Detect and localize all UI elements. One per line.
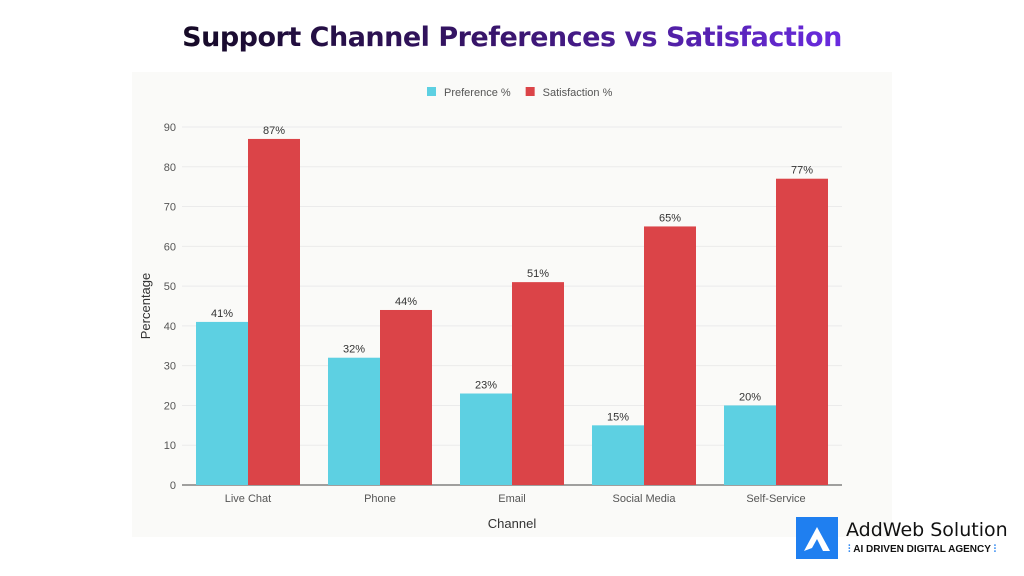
bar-satisfaction [644, 226, 696, 485]
x-axis-title: Channel [488, 516, 537, 531]
bar-satisfaction [380, 309, 432, 485]
y-tick-label: 40 [164, 321, 176, 333]
bar-satisfaction [512, 282, 564, 485]
y-axis-title: Percentage [138, 273, 153, 340]
x-tick-label: Social Media [613, 493, 677, 505]
y-tick-label: 80 [164, 162, 176, 174]
logo-tagline: ⫶ AI DRIVEN DIGITAL AGENCY ⫶ [848, 544, 997, 555]
data-label: 65% [659, 212, 681, 224]
y-tick-label: 90 [164, 122, 176, 134]
data-label: 41% [211, 308, 233, 320]
data-label: 32% [343, 344, 365, 356]
y-tick-label: 30 [164, 361, 176, 373]
y-tick-label: 0 [170, 480, 176, 492]
data-label: 44% [395, 296, 417, 308]
x-tick-label: Live Chat [225, 493, 271, 505]
bar-satisfaction [776, 178, 828, 485]
y-tick-label: 60 [164, 241, 176, 253]
logo-mark-icon [796, 517, 838, 559]
bar-preference [328, 357, 380, 485]
data-label: 15% [607, 411, 629, 423]
legend-swatch [525, 87, 535, 96]
logo-name: AddWeb Solution [846, 519, 1008, 541]
x-tick-label: Email [498, 493, 526, 505]
data-label: 87% [263, 125, 285, 137]
y-tick-label: 50 [164, 281, 176, 293]
x-tick-label: Phone [364, 493, 396, 505]
bar-preference [724, 405, 776, 485]
bar-preference [196, 321, 248, 485]
data-label: 23% [475, 380, 497, 392]
data-label: 77% [791, 165, 813, 177]
y-tick-label: 70 [164, 202, 176, 214]
data-label: 20% [739, 391, 761, 403]
legend-label: Preference % [444, 87, 511, 99]
bar-satisfaction [248, 138, 300, 485]
legend-label: Satisfaction % [543, 87, 613, 99]
x-tick-label: Self-Service [746, 493, 805, 505]
data-label: 51% [527, 268, 549, 280]
legend-swatch [427, 87, 436, 96]
y-tick-label: 10 [164, 440, 176, 452]
y-tick-label: 20 [164, 400, 176, 412]
addweb-logo: AddWeb Solution ⫶ AI DRIVEN DIGITAL AGEN… [796, 517, 1024, 561]
chart-title: Support Channel Preferences vs Satisfact… [182, 22, 842, 53]
bar-preference [592, 425, 644, 485]
bar-preference [460, 393, 512, 485]
